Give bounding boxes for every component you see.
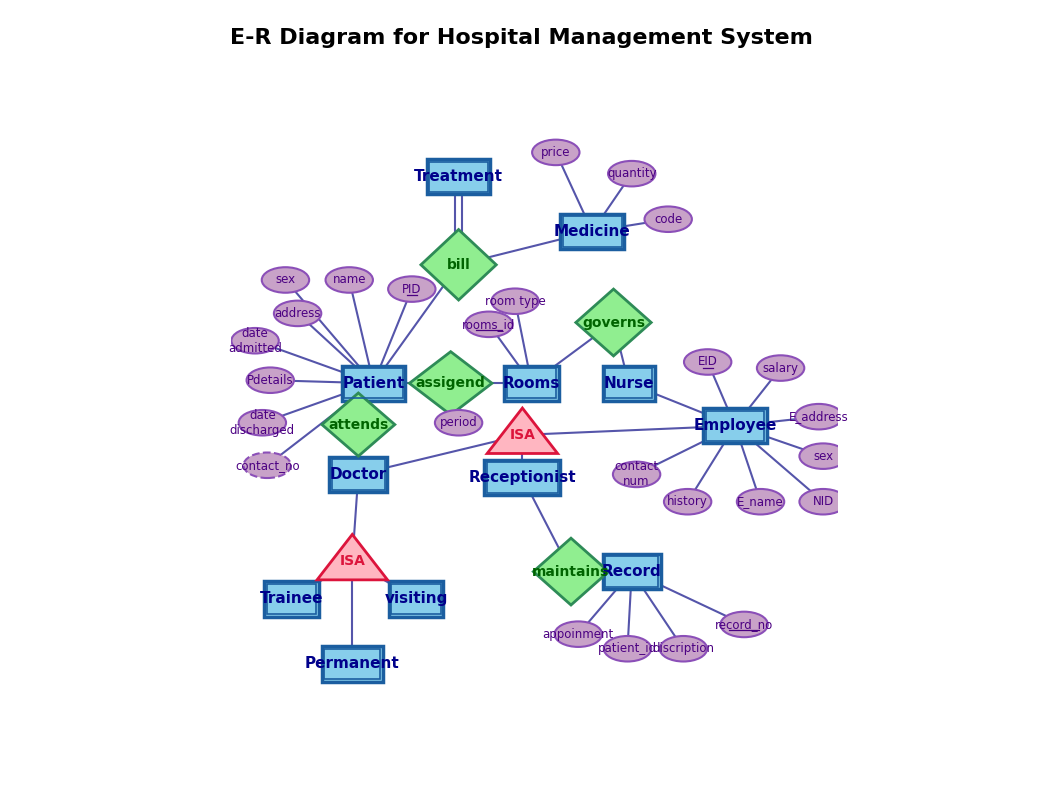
Polygon shape: [487, 408, 558, 454]
FancyBboxPatch shape: [342, 365, 406, 401]
Polygon shape: [410, 352, 492, 415]
Text: patient_id: patient_id: [598, 642, 657, 655]
FancyBboxPatch shape: [603, 554, 660, 589]
FancyBboxPatch shape: [389, 581, 443, 616]
Text: E_name: E_name: [737, 495, 784, 508]
Ellipse shape: [721, 611, 768, 638]
Ellipse shape: [532, 140, 580, 165]
Polygon shape: [576, 289, 651, 356]
Text: contact
num: contact num: [614, 461, 659, 488]
Ellipse shape: [274, 301, 321, 326]
FancyBboxPatch shape: [560, 214, 624, 249]
Text: discription: discription: [652, 642, 714, 655]
Text: appoinment: appoinment: [542, 628, 614, 641]
Ellipse shape: [243, 453, 291, 478]
Text: address: address: [274, 307, 321, 320]
Ellipse shape: [246, 368, 294, 393]
Ellipse shape: [799, 489, 847, 514]
Text: Employee: Employee: [694, 418, 777, 433]
Text: Record: Record: [602, 564, 661, 579]
Text: date
admitted: date admitted: [228, 327, 282, 355]
Text: quantity: quantity: [607, 167, 656, 180]
Text: Pdetails: Pdetails: [247, 374, 293, 387]
Polygon shape: [533, 538, 609, 605]
Text: salary: salary: [762, 361, 799, 375]
Text: period: period: [440, 417, 478, 429]
Text: Patient: Patient: [342, 376, 405, 391]
Ellipse shape: [799, 443, 847, 469]
Ellipse shape: [604, 636, 651, 661]
FancyBboxPatch shape: [484, 460, 560, 495]
FancyBboxPatch shape: [504, 365, 559, 401]
Ellipse shape: [325, 267, 373, 293]
FancyBboxPatch shape: [603, 365, 655, 401]
Text: E-R Diagram for Hospital Management System: E-R Diagram for Hospital Management Syst…: [231, 28, 812, 47]
Text: assigend: assigend: [416, 376, 486, 391]
FancyBboxPatch shape: [703, 408, 767, 443]
Text: ISA: ISA: [509, 428, 535, 442]
Ellipse shape: [388, 276, 436, 302]
Ellipse shape: [608, 161, 655, 186]
Polygon shape: [317, 534, 388, 580]
Text: sex: sex: [814, 450, 833, 462]
Text: name: name: [333, 274, 366, 286]
Ellipse shape: [491, 289, 539, 314]
Text: record_no: record_no: [715, 618, 773, 631]
Ellipse shape: [435, 410, 482, 436]
Text: Treatment: Treatment: [414, 169, 503, 184]
FancyBboxPatch shape: [330, 457, 387, 492]
Text: bill: bill: [446, 258, 470, 271]
Text: Rooms: Rooms: [503, 376, 560, 391]
Text: rooms_id: rooms_id: [462, 318, 515, 331]
Text: room type: room type: [485, 295, 545, 308]
Ellipse shape: [465, 312, 513, 337]
FancyBboxPatch shape: [427, 159, 490, 194]
Text: maintains: maintains: [532, 565, 609, 578]
Text: date
discharged: date discharged: [229, 409, 295, 437]
Ellipse shape: [664, 489, 711, 514]
Polygon shape: [421, 230, 496, 300]
Polygon shape: [322, 393, 395, 456]
Ellipse shape: [757, 355, 804, 381]
Text: NID: NID: [812, 495, 833, 508]
Text: Doctor: Doctor: [330, 467, 387, 482]
Text: Nurse: Nurse: [604, 376, 654, 391]
Text: code: code: [654, 213, 682, 226]
Text: sex: sex: [275, 274, 295, 286]
Text: Receptionist: Receptionist: [468, 470, 576, 485]
Text: contact_no: contact_no: [235, 458, 299, 472]
Text: price: price: [541, 146, 571, 159]
Ellipse shape: [684, 350, 731, 375]
Ellipse shape: [795, 404, 843, 429]
Ellipse shape: [613, 462, 660, 487]
Text: E_address: E_address: [789, 410, 849, 423]
Ellipse shape: [645, 207, 692, 232]
Text: Trainee: Trainee: [260, 592, 323, 607]
Text: ISA: ISA: [339, 554, 365, 568]
Text: PID: PID: [402, 282, 421, 296]
Text: attends: attends: [329, 417, 388, 432]
Ellipse shape: [659, 636, 707, 661]
Text: EID: EID: [698, 356, 718, 368]
Ellipse shape: [555, 622, 602, 647]
Text: governs: governs: [582, 316, 645, 330]
FancyBboxPatch shape: [322, 646, 383, 682]
Text: history: history: [668, 495, 708, 508]
Ellipse shape: [239, 410, 286, 436]
Ellipse shape: [736, 489, 784, 514]
Text: Permanent: Permanent: [305, 656, 399, 671]
Text: Medicine: Medicine: [554, 224, 631, 239]
Ellipse shape: [262, 267, 309, 293]
Text: visiting: visiting: [385, 592, 447, 607]
Ellipse shape: [232, 328, 278, 353]
FancyBboxPatch shape: [264, 581, 319, 616]
